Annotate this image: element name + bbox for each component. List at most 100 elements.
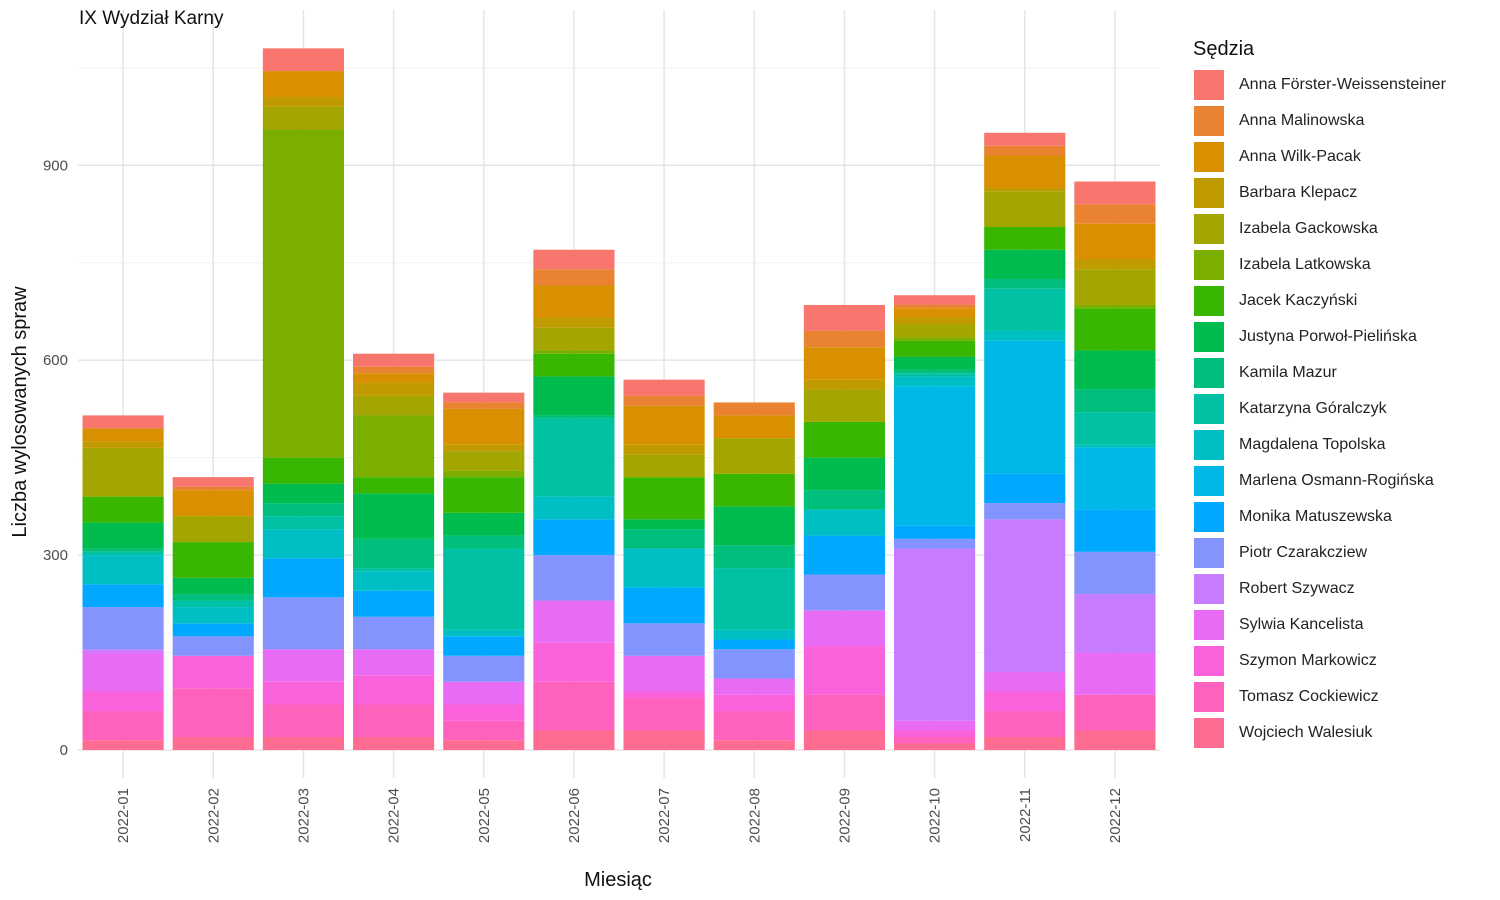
bar-segment	[533, 327, 615, 351]
bar-segment	[443, 477, 525, 513]
bar-segment	[533, 269, 615, 286]
legend-key	[1193, 465, 1225, 497]
bar-segment	[353, 590, 435, 617]
legend-item: Magdalena Topolska	[1193, 427, 1446, 463]
bar-segment	[894, 337, 976, 341]
legend-key	[1193, 249, 1225, 281]
bar-segment	[623, 529, 705, 549]
bar-segment	[1074, 304, 1156, 309]
bar-segment	[353, 373, 435, 383]
x-tick-label: 2022-05	[476, 788, 493, 843]
legend-item: Anna Wilk-Pacak	[1193, 139, 1446, 175]
bar-segment	[623, 698, 705, 731]
legend-item: Justyna Porwoł-Pielińska	[1193, 319, 1446, 355]
legend-label: Szymon Markowicz	[1239, 652, 1377, 669]
bar-segment	[984, 711, 1066, 738]
bar-segment	[443, 681, 525, 705]
bar-segment	[353, 366, 435, 374]
bar-segment	[172, 490, 254, 517]
legend-items: Anna Förster-Weissensteiner Anna Malinows…	[1193, 67, 1446, 751]
bar-segment	[1074, 259, 1156, 270]
legend-item: Jacek Kaczyński	[1193, 283, 1446, 319]
bar-segment	[1074, 694, 1156, 731]
bar-segment	[533, 730, 615, 750]
legend-item: Izabela Gackowska	[1193, 211, 1446, 247]
bar-segment	[82, 652, 164, 692]
bar-segment	[353, 675, 435, 705]
bar-segment	[623, 730, 705, 750]
bar-segment	[894, 720, 976, 731]
legend-label: Tomasz Cockiewicz	[1239, 688, 1379, 705]
bar-segment	[894, 737, 976, 744]
bar-segment	[713, 545, 795, 569]
bar-segment	[82, 691, 164, 712]
legend-key	[1193, 681, 1225, 713]
bar-segment	[353, 568, 435, 572]
bar-segment	[533, 376, 615, 416]
bar-segment	[1074, 269, 1156, 305]
bar-segment	[984, 330, 1066, 341]
bar-segment	[262, 106, 344, 130]
bar-segment	[82, 555, 164, 585]
bar-segment	[262, 597, 344, 650]
bar-segment	[984, 155, 1066, 189]
bar-segment	[894, 324, 976, 338]
x-axis-label: Miesiąc	[584, 869, 652, 891]
bar-segment	[262, 48, 344, 72]
bar-segment	[262, 503, 344, 517]
bar-segment	[984, 278, 1066, 289]
bar-segment	[172, 516, 254, 543]
legend-item: Robert Szywacz	[1193, 571, 1446, 607]
x-tick-label: 2022-07	[656, 788, 673, 843]
bar-segment	[172, 607, 254, 624]
bar-segment	[353, 616, 435, 650]
bar-segment	[713, 639, 795, 650]
bar-segment	[262, 681, 344, 705]
legend-key	[1193, 213, 1225, 245]
bar-segment	[443, 720, 525, 741]
legend-label: Anna Malinowska	[1239, 112, 1365, 129]
bar-segment	[443, 451, 525, 471]
bar-segment	[803, 574, 885, 611]
bar-segment	[623, 379, 705, 396]
legend-item: Szymon Markowicz	[1193, 643, 1446, 679]
bar-segment	[984, 473, 1066, 504]
legend-label: Izabela Gackowska	[1239, 220, 1378, 237]
bar-segment	[803, 535, 885, 575]
bar-segment	[533, 418, 615, 497]
bar-segment	[803, 379, 885, 390]
bar-segment	[894, 340, 976, 357]
bar-segment	[533, 642, 615, 682]
bar-segment	[1074, 308, 1156, 351]
bar-segment	[713, 711, 795, 741]
bar-segment	[172, 600, 254, 608]
bar-segment	[353, 571, 435, 591]
bar-segment	[894, 376, 976, 387]
bar-segment	[1074, 551, 1156, 595]
bar-segment	[82, 522, 164, 549]
bar-segment	[443, 636, 525, 656]
bar-segment	[533, 555, 615, 601]
x-tick-label: 2022-01	[115, 788, 132, 843]
legend-label: Anna Förster-Weissensteiner	[1239, 76, 1446, 93]
legend-item: Katarzyna Góralczyk	[1193, 391, 1446, 427]
x-tick-label: 2022-04	[386, 788, 403, 843]
bar-segment	[533, 415, 615, 419]
bar-segment	[894, 356, 976, 370]
bar-segment	[82, 548, 164, 552]
bar-segment	[894, 525, 976, 539]
bar-segment	[984, 226, 1066, 250]
bar-segment	[262, 483, 344, 504]
bar-segment	[353, 477, 435, 494]
bar-segment	[353, 382, 435, 396]
bar-segment	[443, 740, 525, 750]
bar-segment	[803, 610, 885, 647]
bar-segment	[1074, 444, 1156, 448]
legend-label: Anna Wilk-Pacak	[1239, 148, 1361, 165]
bar-segment	[803, 646, 885, 695]
bar-segment	[172, 577, 254, 595]
bar-segment	[443, 392, 525, 403]
bar-segment	[1074, 350, 1156, 390]
bar-segment	[894, 308, 976, 318]
bar-segment	[82, 711, 164, 741]
